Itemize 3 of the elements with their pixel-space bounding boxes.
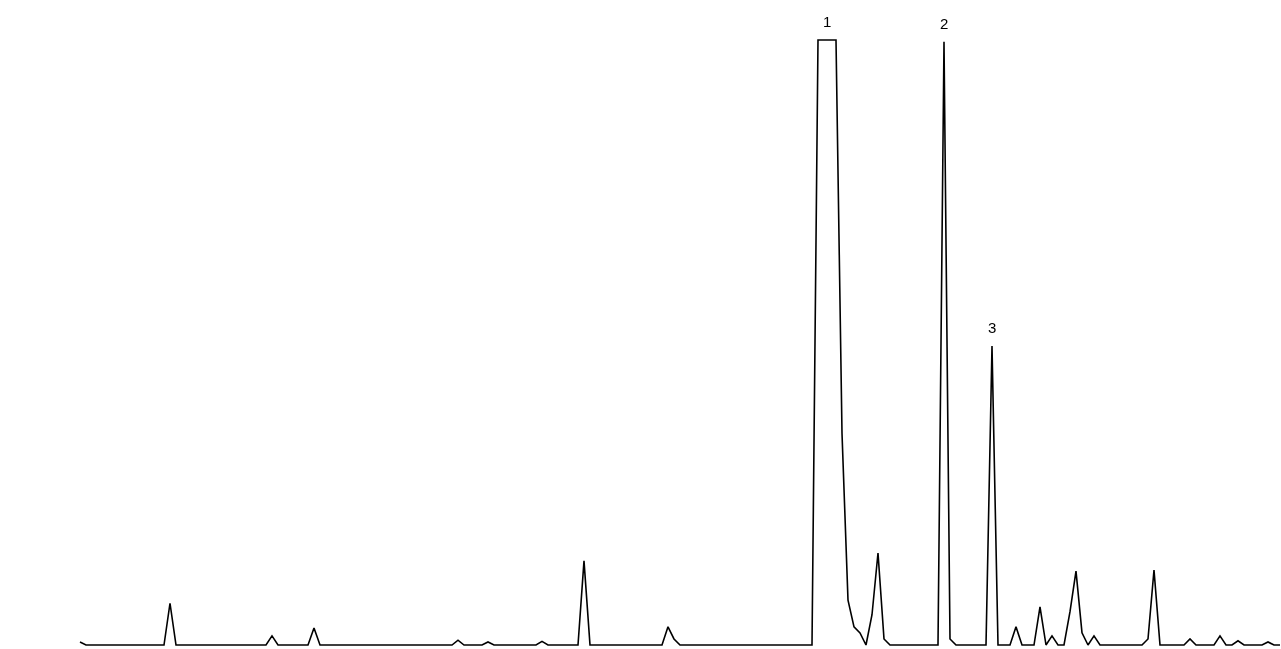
annotation: 2 — [940, 15, 949, 32]
annotation: 1 — [823, 13, 832, 30]
annotation: 3 — [988, 319, 997, 336]
